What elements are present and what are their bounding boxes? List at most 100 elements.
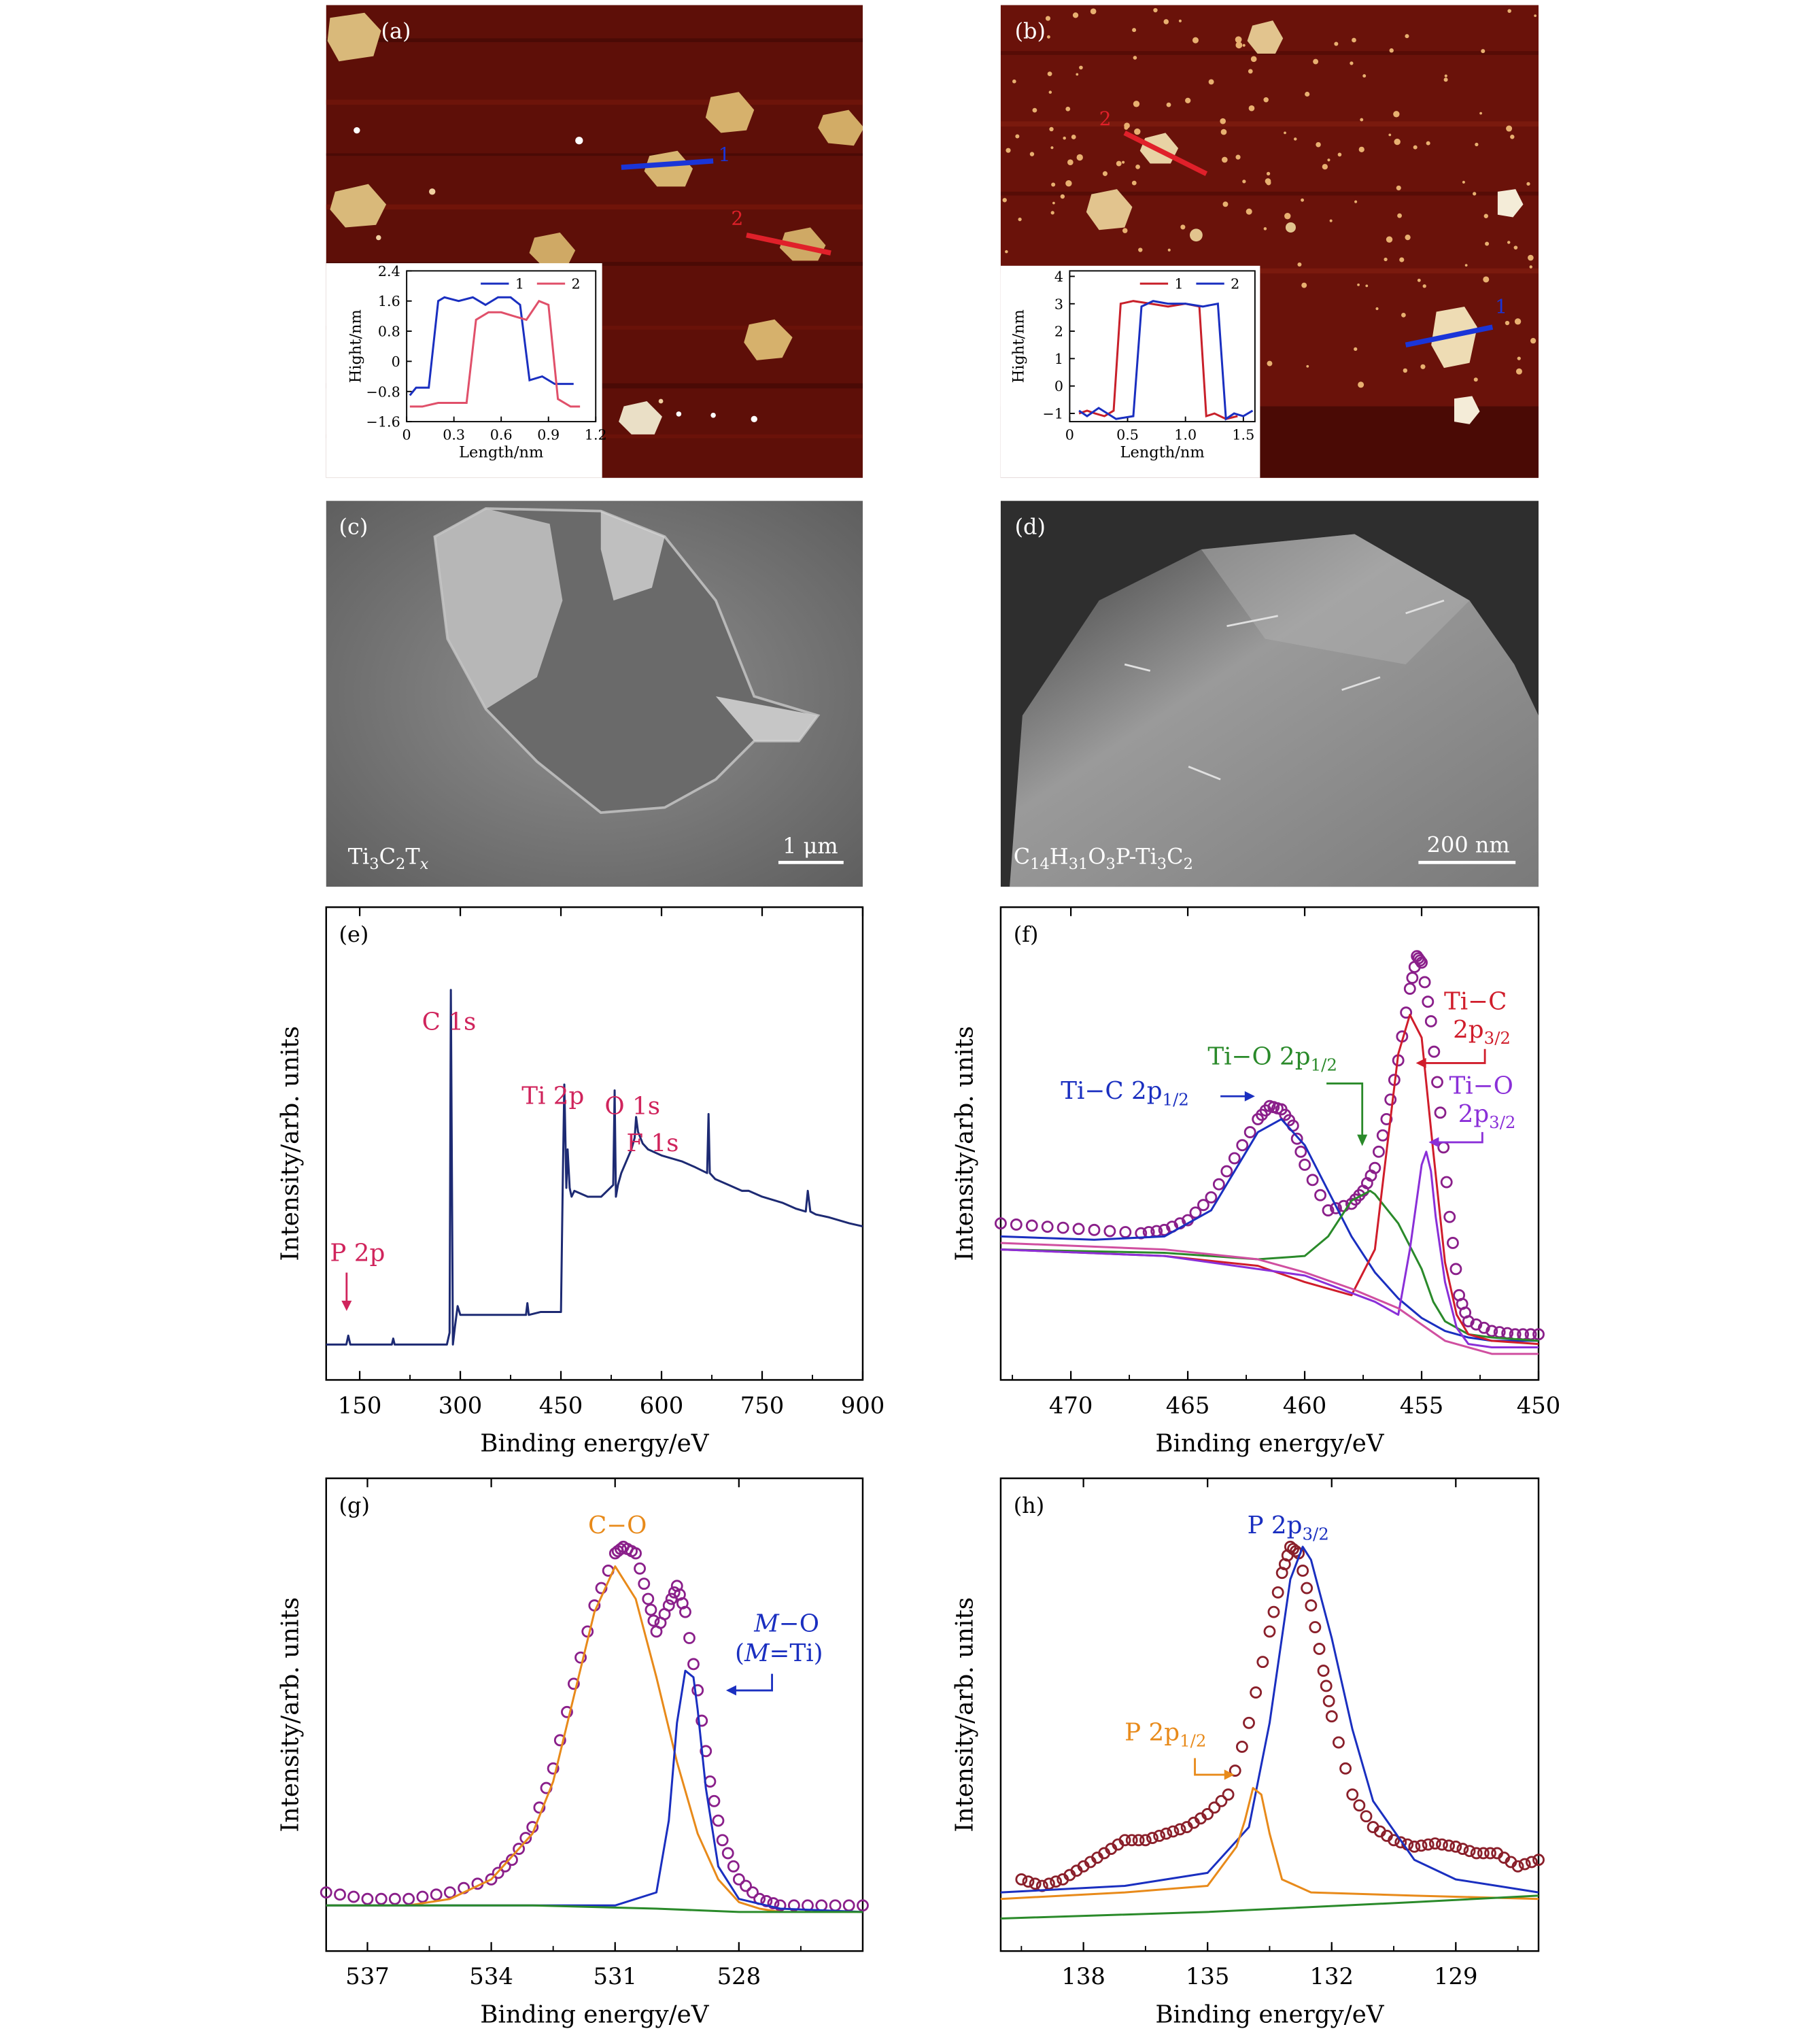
panel-label: (e) xyxy=(339,921,369,947)
afm-particle xyxy=(1322,164,1328,170)
data-point xyxy=(533,1801,546,1814)
scan-line-a-1 xyxy=(621,158,714,170)
afm-particle xyxy=(1242,44,1246,47)
data-point xyxy=(1139,1834,1152,1847)
data-point xyxy=(1195,1812,1207,1825)
afm-particle xyxy=(1405,34,1409,39)
afm-particle xyxy=(1045,16,1051,21)
data-point xyxy=(1271,1586,1284,1599)
data-point xyxy=(574,1651,587,1664)
afm-particle xyxy=(1266,180,1271,186)
data-point xyxy=(1029,1877,1042,1890)
panel-h: (h) 138 135 132 129 Binding energy/eV Intensit… xyxy=(951,1477,1545,2029)
afm-particle xyxy=(1528,254,1534,261)
afm-particle xyxy=(1221,156,1228,163)
data-point xyxy=(430,1888,443,1901)
afm-particle xyxy=(1192,37,1199,44)
inset-y-tick-label: 3 xyxy=(1054,296,1063,312)
afm-particle xyxy=(1163,19,1169,24)
y-axis-label: Intensity/arb. units xyxy=(276,1026,304,1261)
inset-series-2 xyxy=(1078,300,1254,421)
data-point xyxy=(1322,1694,1335,1707)
afm-particle xyxy=(1135,165,1140,169)
flake-b-4 xyxy=(1497,189,1524,218)
inset-x-tick-label: 1.2 xyxy=(585,426,607,443)
data-point xyxy=(1322,1204,1335,1216)
afm-particle xyxy=(1122,228,1128,233)
data-point xyxy=(1477,1847,1490,1860)
data-point xyxy=(1424,1015,1437,1027)
x-tick-label: 150 xyxy=(338,1392,382,1418)
data-point xyxy=(1243,1716,1255,1729)
afm-particle xyxy=(1334,41,1339,46)
data-point xyxy=(1250,1686,1263,1699)
data-point xyxy=(375,1892,388,1905)
data-point xyxy=(1422,1838,1435,1851)
data-point xyxy=(708,1794,721,1807)
afm-particle xyxy=(1052,201,1055,205)
afm-particle xyxy=(1116,160,1122,167)
data-point xyxy=(1418,976,1431,989)
data-point xyxy=(857,1899,869,1912)
panel-label: (g) xyxy=(339,1493,370,1518)
y-axis-label: Intensity/arb. units xyxy=(951,1597,979,1832)
inset-y-tick-label: 0 xyxy=(1054,378,1063,394)
afm-particle xyxy=(1051,182,1056,187)
inset-x-tick-label: 0 xyxy=(1065,426,1074,443)
inset-series-2 xyxy=(409,299,581,408)
data-point xyxy=(347,1890,360,1903)
afm-particle xyxy=(1046,35,1050,39)
data-point xyxy=(1447,1237,1459,1249)
series-line xyxy=(326,1565,780,1913)
data-point xyxy=(642,1592,655,1605)
afm-particle xyxy=(1464,264,1468,267)
afm-particle xyxy=(1018,218,1022,222)
afm-particle xyxy=(1329,219,1333,222)
data-point xyxy=(683,1632,696,1644)
x-tick-label: 528 xyxy=(717,1963,761,1990)
afm-particle xyxy=(1076,154,1083,161)
annotation-mo: M−O xyxy=(753,1610,819,1638)
data-point xyxy=(1309,1621,1322,1633)
data-point xyxy=(1125,1834,1138,1847)
data-point xyxy=(1428,1045,1441,1058)
series-line xyxy=(326,1669,863,1913)
data-point xyxy=(1434,1106,1447,1119)
afm-particle xyxy=(1284,213,1291,220)
afm-particle xyxy=(1048,90,1052,94)
series-line xyxy=(326,989,863,1346)
annotation-co: C−O xyxy=(588,1512,647,1539)
data-point xyxy=(1380,1112,1393,1125)
afm-particle xyxy=(1235,36,1242,44)
data-point xyxy=(1297,1565,1309,1577)
data-point xyxy=(716,1834,729,1847)
afm-particle xyxy=(1507,241,1511,244)
afm-particle xyxy=(1473,377,1478,382)
afm-particle xyxy=(1327,158,1330,162)
data-point xyxy=(1072,1223,1085,1235)
x-tick-label: 129 xyxy=(1434,1963,1478,1990)
afm-particle xyxy=(1389,48,1394,53)
data-point xyxy=(1041,1221,1054,1233)
data-point xyxy=(1112,1838,1124,1851)
data-point xyxy=(1422,995,1435,1008)
data-point xyxy=(691,1684,704,1696)
afm-particle xyxy=(1394,138,1401,146)
inset-y-axis-label: Hight/nm xyxy=(1010,309,1028,383)
data-point xyxy=(443,1886,456,1899)
afm-particle xyxy=(1514,318,1522,325)
annotation-mti: (M=Ti) xyxy=(735,1639,823,1667)
data-point xyxy=(1025,1219,1038,1232)
afm-particle xyxy=(1426,141,1430,146)
flake-a-3 xyxy=(818,109,863,146)
data-point xyxy=(1484,1847,1496,1860)
data-point xyxy=(1403,983,1416,995)
data-point xyxy=(506,1854,518,1866)
afm-particle xyxy=(1393,111,1400,118)
afm-particle xyxy=(1483,276,1490,283)
flake-a-1 xyxy=(327,12,381,62)
afm-particle xyxy=(1444,74,1447,78)
afm-particle xyxy=(1015,134,1020,139)
data-point xyxy=(1215,1794,1228,1807)
